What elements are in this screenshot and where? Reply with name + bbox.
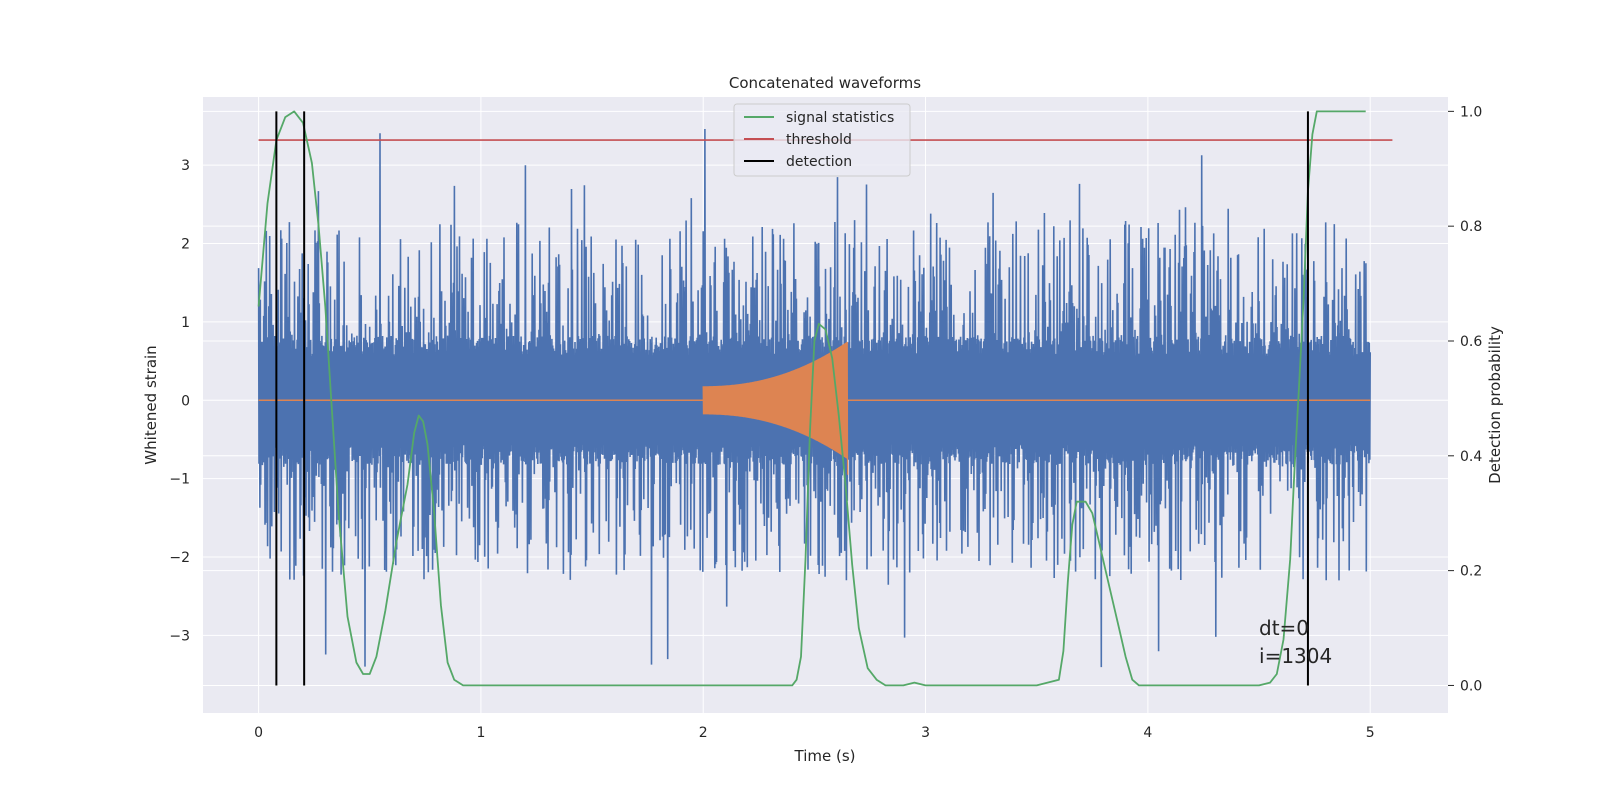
right-y-tick-label: 0.4 <box>1460 449 1482 465</box>
x-tick-label: 3 <box>921 725 930 741</box>
y-axis-label: Whitened strain <box>142 345 160 464</box>
annotation-dt: dt=0 <box>1259 616 1309 640</box>
right-y-tick-label: 0.2 <box>1460 564 1482 580</box>
right-y-tick-label: 1.0 <box>1460 104 1482 120</box>
x-axis-label: Time (s) <box>794 747 856 765</box>
legend-label: threshold <box>786 132 852 148</box>
x-axis-ticks: 0 1 2 3 4 5 <box>254 725 1375 741</box>
legend-box <box>733 103 911 177</box>
y-tick-label: −1 <box>169 472 190 488</box>
x-tick-label: 4 <box>1143 725 1152 741</box>
y-tick-label: −3 <box>169 628 190 644</box>
annotation: dt=0 i=1304 <box>1259 616 1332 668</box>
x-tick-label: 0 <box>254 725 263 741</box>
legend-label: detection <box>786 154 852 170</box>
y-tick-label: 0 <box>181 393 190 409</box>
y-tick-label: 2 <box>181 237 190 253</box>
chart-title: Concatenated waveforms <box>729 74 921 92</box>
annotation-index: i=1304 <box>1259 644 1332 668</box>
y-tick-label: 1 <box>181 315 190 331</box>
x-tick-label: 5 <box>1366 725 1375 741</box>
right-y-axis-ticks: 0.0 0.2 0.4 0.6 0.8 1.0 <box>1448 104 1482 694</box>
legend-label: signal statistics <box>786 110 894 126</box>
right-y-axis-label: Detection probability <box>1486 326 1504 484</box>
noise-trace <box>257 128 1371 668</box>
signal-statistics-line <box>257 110 1366 687</box>
right-y-tick-label: 0.8 <box>1460 219 1482 235</box>
injection-chirp <box>702 341 849 475</box>
y-axis-ticks: −3 −2 −1 0 1 2 3 <box>169 158 190 644</box>
right-y-tick-label: 0.0 <box>1460 678 1482 694</box>
y-tick-label: −2 <box>169 550 190 566</box>
y-tick-label: 3 <box>181 158 190 174</box>
x-tick-label: 2 <box>699 725 708 741</box>
x-tick-label: 1 <box>476 725 485 741</box>
legend: signal statistics threshold detection <box>733 103 911 177</box>
plot-area <box>257 110 1393 687</box>
right-y-tick-label: 0.6 <box>1460 334 1482 350</box>
